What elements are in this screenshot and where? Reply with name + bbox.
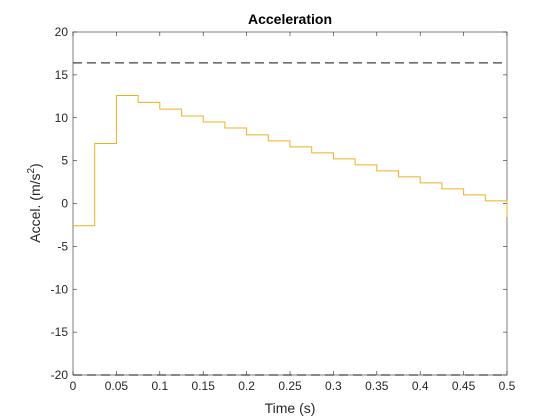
y-axis-label-base: Accel. (m/s bbox=[27, 174, 43, 243]
y-tick-label: 10 bbox=[55, 111, 69, 125]
x-tick-label: 0.4 bbox=[412, 379, 429, 393]
y-tick-label: 15 bbox=[55, 68, 69, 82]
plot-area: 0 0.05 0.1 0.15 0.2 0.25 0.3 0.35 0.4 0.45 0.5 -20 -… bbox=[51, 25, 516, 393]
x-tick-label: 0 bbox=[70, 379, 77, 393]
x-tick-label: 0.25 bbox=[278, 379, 302, 393]
x-tick-label: 0.3 bbox=[325, 379, 342, 393]
y-tick-label: 20 bbox=[55, 25, 69, 39]
y-axis-label-close: ) bbox=[27, 163, 43, 168]
x-tick-label: 0.35 bbox=[365, 379, 389, 393]
y-tick-label: -20 bbox=[51, 368, 69, 382]
axes-box bbox=[72, 31, 508, 376]
y-tick-label: 5 bbox=[61, 154, 68, 168]
y-axis-label: Accel. (m/s2) bbox=[26, 163, 43, 242]
y-tick-label: -10 bbox=[51, 282, 69, 296]
y-tick-label: -15 bbox=[51, 325, 69, 339]
x-tick-label: 0.05 bbox=[105, 379, 129, 393]
y-tick-label: 0 bbox=[61, 197, 68, 211]
x-axis-label: Time (s) bbox=[265, 400, 316, 416]
chart-title: Acceleration bbox=[248, 11, 332, 27]
x-tick-label: 0.5 bbox=[499, 379, 516, 393]
x-tick-label: 0.15 bbox=[192, 379, 216, 393]
x-tick-label: 0.1 bbox=[151, 379, 168, 393]
y-tick-label: -5 bbox=[57, 239, 68, 253]
series-line bbox=[73, 94, 508, 227]
x-tick-label: 0.45 bbox=[452, 379, 476, 393]
x-tick-label: 0.2 bbox=[238, 379, 255, 393]
y-axis-label-superscript: 2 bbox=[26, 168, 37, 174]
